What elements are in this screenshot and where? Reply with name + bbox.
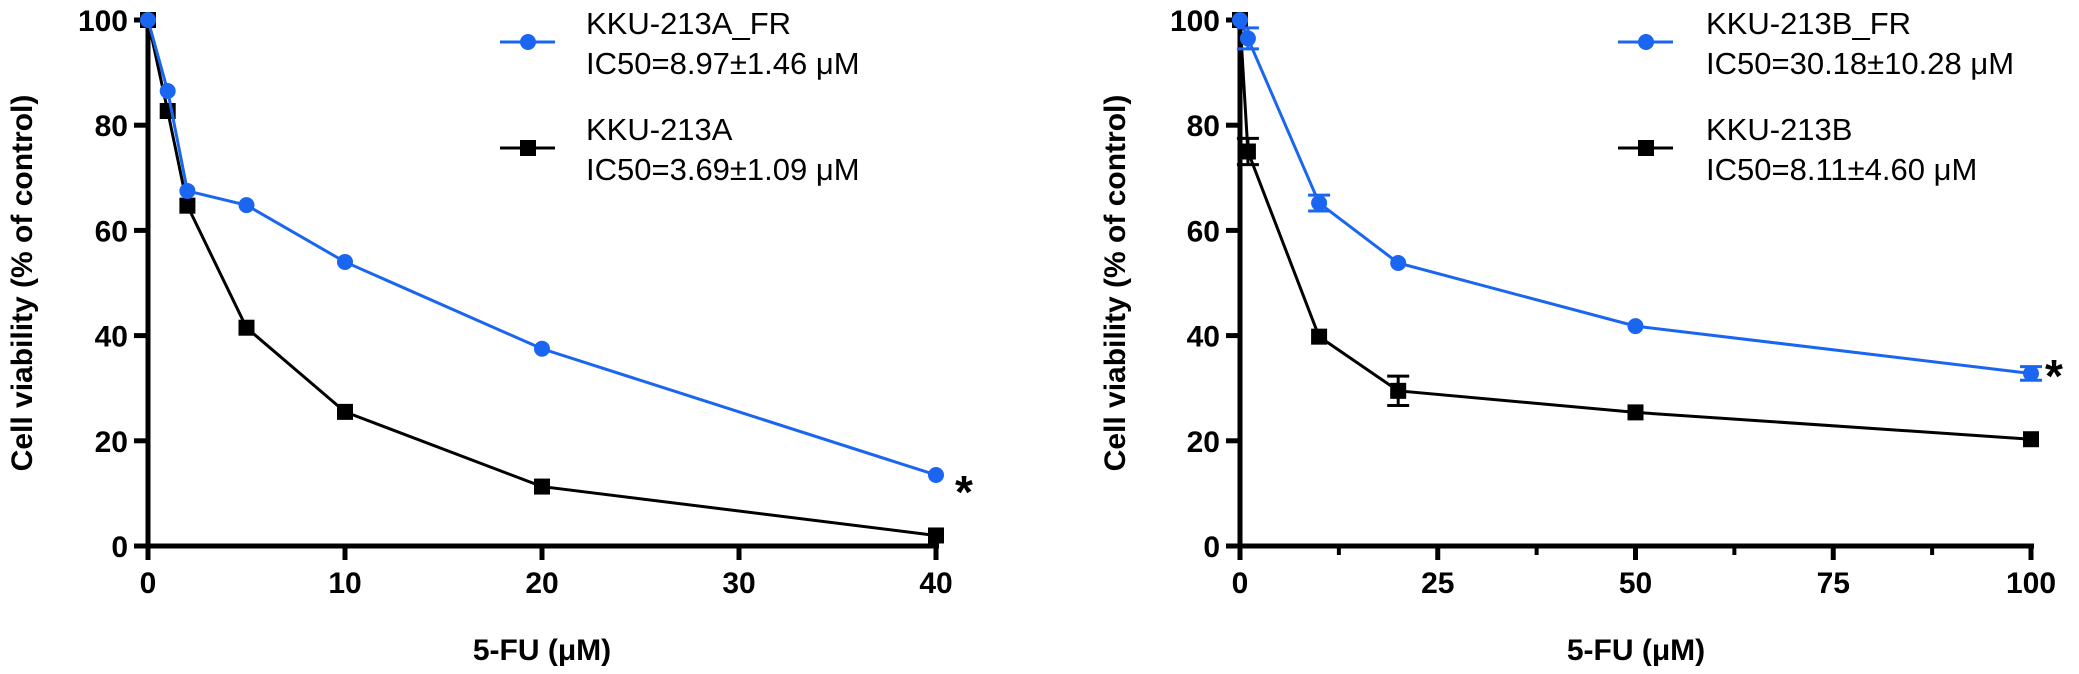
y-tick-label: 20	[95, 426, 128, 459]
series-kku-213a-fr	[140, 12, 944, 483]
x-axis-title: 5-FU (μM)	[473, 634, 611, 667]
data-point	[179, 182, 196, 199]
data-point	[1390, 382, 1407, 399]
data-point	[179, 197, 196, 214]
y-tick-label: 20	[1187, 426, 1220, 459]
x-tick-label: 40	[919, 567, 952, 600]
x-tick-label: 30	[722, 567, 755, 600]
axes: 0 20 40 60 80 100 0 25 50 75 100	[1170, 5, 2056, 600]
y-tick-label: 0	[1203, 531, 1220, 564]
x-tick-label: 10	[328, 567, 361, 600]
axes: 0 20 40 60 80 100 0 10 20 30 40	[78, 5, 953, 600]
x-tick-label: 20	[525, 567, 558, 600]
data-point	[140, 12, 156, 28]
series-line	[1238, 19, 2032, 441]
data-point	[1311, 328, 1328, 345]
y-tick-label: 100	[1170, 5, 1220, 38]
x-tick-label: 100	[2006, 567, 2056, 600]
data-point	[1627, 404, 1644, 421]
y-tick-label: 80	[1187, 110, 1220, 143]
data-point	[238, 319, 255, 336]
x-tick-label: 0	[1232, 567, 1249, 600]
panel-kku-213b: Cell viability (% of control) 5-FU (μM) …	[1099, 5, 2063, 667]
data-point	[2023, 431, 2039, 448]
data-point	[534, 478, 550, 495]
legend-item-kku-213a: KKU-213A IC50=3.69±1.09 μM	[500, 112, 860, 187]
legend-label: KKU-213B_FR	[1706, 6, 1911, 41]
data-point	[1232, 12, 1248, 28]
series-line	[146, 19, 937, 477]
data-point	[1627, 318, 1644, 335]
legend-label: KKU-213B	[1706, 112, 1852, 147]
x-axis-title: 5-FU (μM)	[1567, 634, 1705, 667]
data-point	[2023, 365, 2039, 382]
legend: KKU-213B_FR IC50=30.18±10.28 μM KKU-213B…	[1618, 6, 2014, 187]
x-tick-label: 25	[1421, 567, 1454, 600]
y-tick-label: 40	[1187, 321, 1220, 354]
y-tick-label: 80	[95, 110, 128, 143]
legend-ic50: IC50=8.97±1.46 μM	[586, 46, 860, 81]
data-point	[928, 527, 944, 544]
significance-asterisk: *	[2045, 350, 2063, 402]
data-point	[1239, 30, 1256, 47]
y-axis-title: Cell viability (% of control)	[1099, 95, 1132, 472]
legend-ic50: IC50=30.18±10.28 μM	[1706, 46, 2014, 81]
y-axis-title: Cell viability (% of control)	[6, 95, 39, 472]
data-point	[1390, 255, 1407, 272]
legend-item-kku-213b: KKU-213B IC50=8.11±4.60 μM	[1618, 112, 1977, 187]
y-tick-label: 0	[111, 531, 128, 564]
legend-marker-square	[1638, 140, 1654, 156]
x-tick-label: 75	[1817, 567, 1850, 600]
legend-marker-circle	[1638, 34, 1654, 50]
x-tick-label: 50	[1619, 567, 1652, 600]
legend-marker-square	[520, 140, 536, 156]
y-tick-label: 60	[1187, 215, 1220, 248]
legend-item-kku-213a-fr: KKU-213A_FR IC50=8.97±1.46 μM	[500, 6, 860, 81]
x-tick-label: 0	[140, 567, 157, 600]
data-point	[1311, 195, 1328, 212]
data-point	[337, 253, 353, 270]
y-tick-label: 40	[95, 321, 128, 354]
data-point	[238, 197, 255, 214]
legend-label: KKU-213A	[586, 112, 733, 147]
data-point	[1239, 143, 1256, 160]
data-point	[159, 83, 176, 100]
series-kku-213a	[140, 12, 944, 544]
panel-kku-213a: Cell viability (% of control) 5-FU (μM) …	[6, 5, 973, 667]
series-kku-213b-fr	[1232, 12, 2042, 382]
y-tick-label: 60	[95, 215, 128, 248]
significance-asterisk: *	[955, 466, 973, 518]
data-point	[337, 403, 353, 420]
series-line	[146, 19, 937, 537]
legend: KKU-213A_FR IC50=8.97±1.46 μM KKU-213A I…	[500, 6, 860, 187]
data-point	[928, 466, 944, 483]
data-point	[534, 340, 550, 357]
legend-ic50: IC50=8.11±4.60 μM	[1706, 152, 1977, 187]
legend-ic50: IC50=3.69±1.09 μM	[586, 152, 860, 187]
legend-label: KKU-213A_FR	[586, 6, 791, 41]
legend-item-kku-213b-fr: KKU-213B_FR IC50=30.18±10.28 μM	[1618, 6, 2014, 81]
y-tick-label: 100	[78, 5, 128, 38]
legend-marker-circle	[520, 34, 536, 50]
